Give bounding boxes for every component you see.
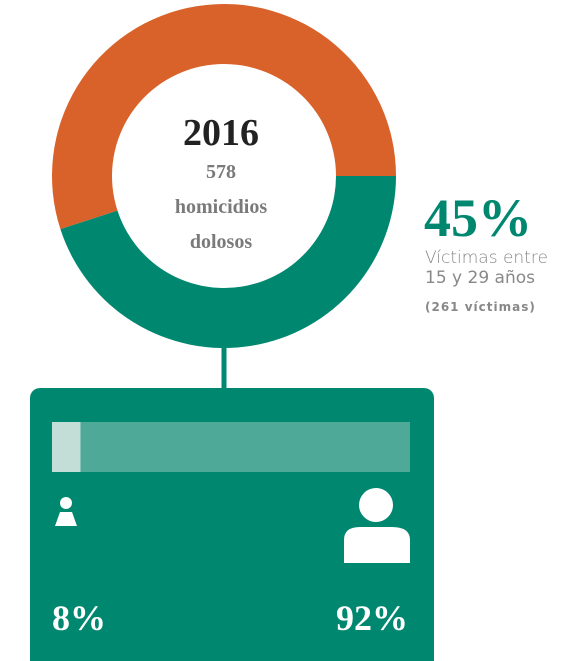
donut-segment — [51, 3, 397, 230]
center-title: 2016 — [183, 112, 259, 154]
center-text: dolosos — [190, 231, 252, 253]
center-text: homicidios — [175, 196, 267, 218]
value-label: 45% — [424, 188, 532, 248]
female-icon — [55, 497, 77, 526]
annotation: 15 y 29 años — [425, 268, 535, 288]
male-icon — [344, 488, 410, 563]
value-label: 8% — [52, 598, 106, 638]
annotation: (261 víctimas) — [425, 300, 536, 314]
center-text: 578 — [206, 161, 236, 183]
bar-segment — [80, 422, 410, 472]
value-label: 92% — [336, 598, 408, 638]
bar-segment — [52, 422, 81, 472]
annotation: Víctimas entre — [425, 248, 548, 268]
donut-segment — [60, 176, 397, 348]
